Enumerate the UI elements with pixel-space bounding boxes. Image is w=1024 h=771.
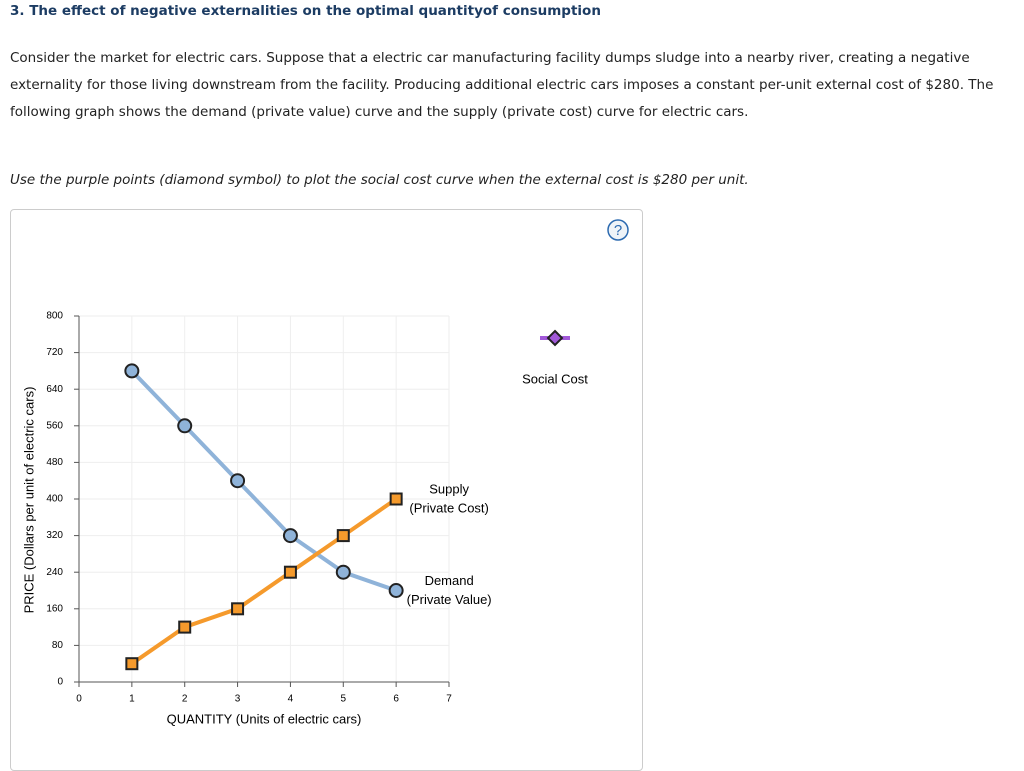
supply-point bbox=[389, 492, 403, 506]
series-label: Demand bbox=[425, 573, 474, 588]
x-tick-label: 0 bbox=[76, 694, 82, 705]
legend-diamond[interactable] bbox=[546, 329, 564, 347]
supply-point bbox=[336, 529, 350, 543]
x-tick-label: 2 bbox=[182, 694, 188, 705]
x-tick-label: 4 bbox=[288, 694, 294, 705]
supply-point bbox=[231, 602, 245, 616]
y-tick-label: 400 bbox=[46, 494, 63, 505]
demand-point bbox=[124, 363, 140, 379]
x-tick-label: 6 bbox=[393, 694, 399, 705]
x-axis-title: QUANTITY (Units of electric cars) bbox=[167, 711, 362, 726]
help-icon[interactable]: ? bbox=[614, 222, 622, 239]
supply-point bbox=[178, 620, 192, 634]
series-line bbox=[130, 369, 397, 593]
demand-point bbox=[388, 583, 404, 598]
y-tick-label: 160 bbox=[46, 603, 63, 614]
series-line bbox=[130, 497, 398, 666]
y-tick-label: 800 bbox=[46, 311, 63, 322]
demand-point bbox=[335, 564, 351, 580]
question-title: 3. The effect of negative externalities … bbox=[10, 3, 601, 19]
y-tick-label: 480 bbox=[46, 457, 63, 468]
demand-point bbox=[282, 528, 298, 544]
x-tick-label: 1 bbox=[129, 694, 135, 705]
series-sublabel: (Private Cost) bbox=[409, 500, 488, 515]
y-tick-label: 320 bbox=[46, 530, 63, 541]
x-tick-label: 3 bbox=[235, 694, 241, 705]
supply-point bbox=[283, 565, 297, 579]
help-button[interactable] bbox=[607, 219, 629, 241]
y-tick-label: 0 bbox=[57, 677, 63, 688]
demand-point bbox=[230, 473, 246, 489]
y-tick-label: 240 bbox=[46, 567, 63, 578]
supply-point bbox=[125, 657, 139, 671]
series-label: Supply bbox=[429, 481, 469, 496]
y-tick-label: 720 bbox=[46, 347, 63, 358]
y-tick-label: 80 bbox=[52, 640, 64, 651]
series-sublabel: (Private Value) bbox=[407, 592, 492, 607]
y-tick-label: 640 bbox=[46, 384, 63, 395]
legend-label: Social Cost bbox=[522, 371, 588, 386]
x-tick-label: 5 bbox=[341, 694, 347, 705]
x-tick-label: 7 bbox=[446, 694, 452, 705]
demand-point bbox=[177, 418, 193, 434]
instruction: Use the purple points (diamond symbol) t… bbox=[10, 172, 749, 188]
y-axis-title: PRICE (Dollars per unit of electric cars… bbox=[21, 387, 36, 614]
y-tick-label: 560 bbox=[46, 420, 63, 431]
question-text: Consider the market for electric cars. S… bbox=[10, 50, 994, 120]
